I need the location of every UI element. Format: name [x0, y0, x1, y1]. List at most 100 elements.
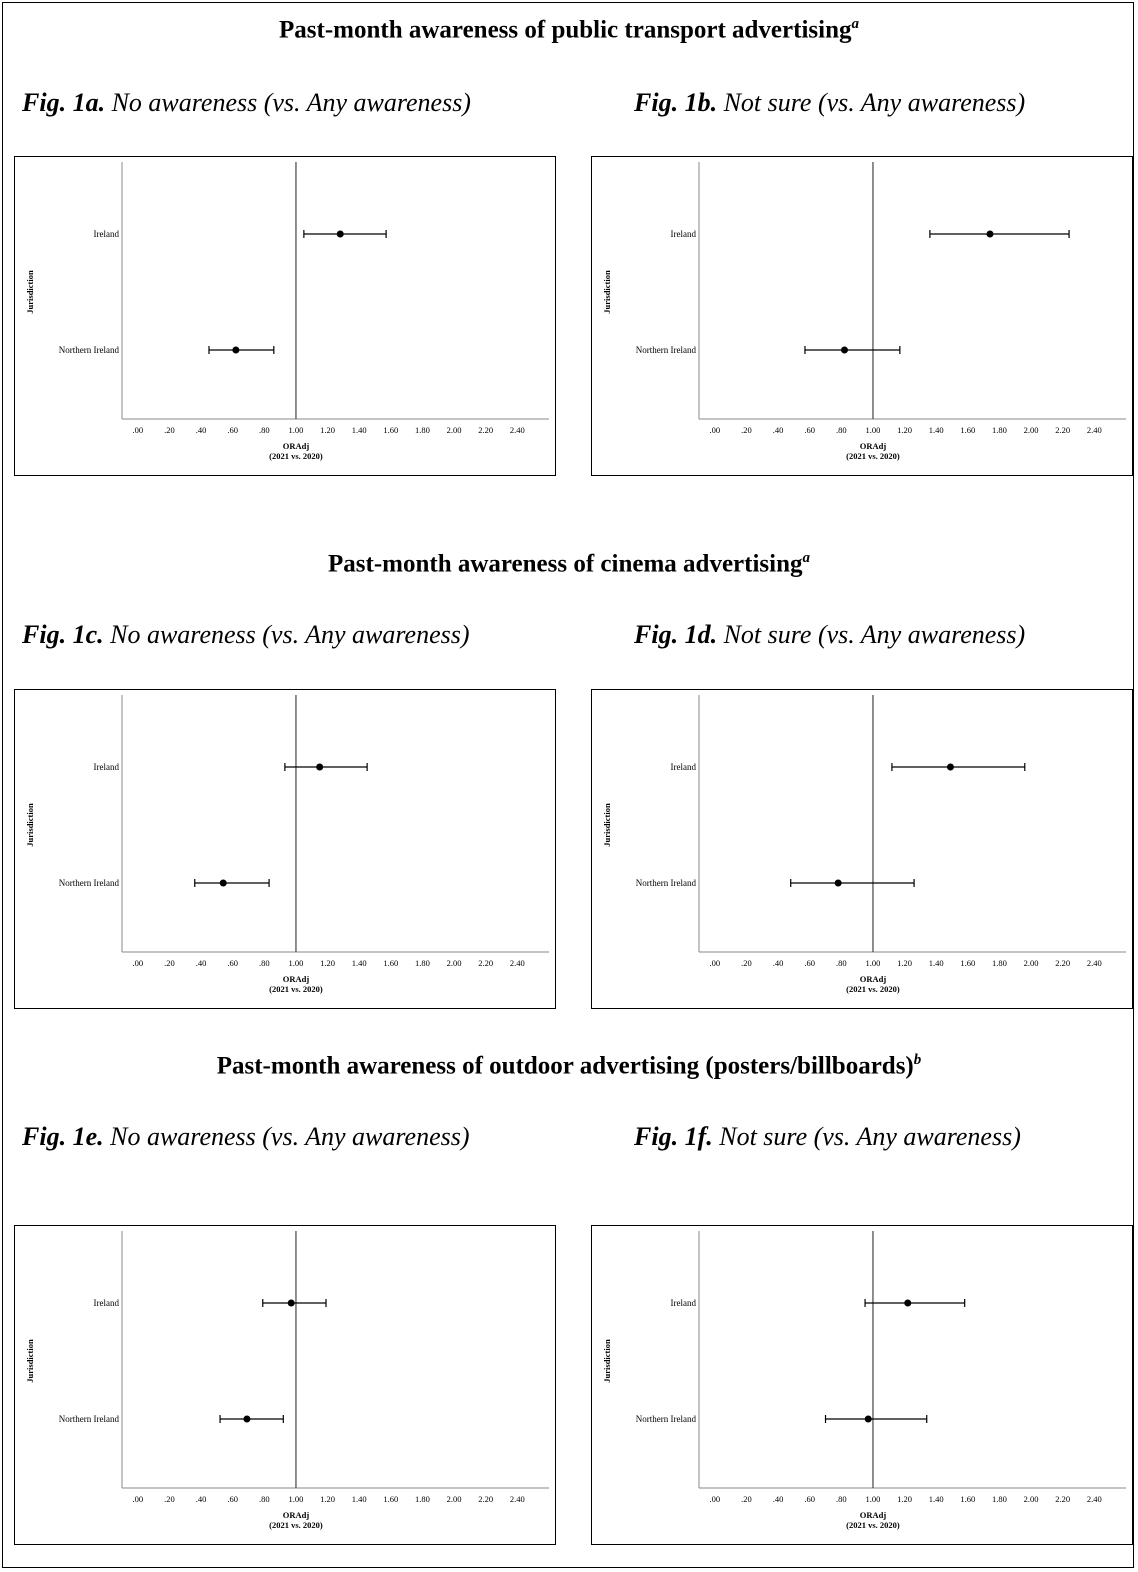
y-axis-title: Jurisdiction: [25, 270, 35, 314]
x-tick-label: .40: [773, 425, 784, 435]
category-label: Ireland: [94, 762, 120, 772]
x-tick-label: 1.60: [383, 958, 398, 968]
fig-1d-title: Fig. 1d. Not sure (vs. Any awareness): [634, 620, 1026, 649]
x-tick-label: 1.40: [929, 1494, 944, 1504]
x-tick-label: 2.20: [478, 1494, 493, 1504]
fig-1a-title: Fig. 1a. No awareness (vs. Any awareness…: [22, 88, 471, 117]
x-tick-label: .80: [836, 958, 847, 968]
category-label: Ireland: [671, 229, 697, 239]
x-tick-label: .00: [710, 1494, 721, 1504]
fig-1b-title: Fig. 1b. Not sure (vs. Any awareness): [634, 88, 1026, 117]
x-tick-label: 1.60: [960, 958, 975, 968]
category-label: Northern Ireland: [59, 345, 120, 355]
error-bar-ireland: [262, 1299, 327, 1307]
x-tick-label: .60: [227, 1494, 238, 1504]
x-axis-title: ORAdj: [860, 441, 887, 451]
category-label: Northern Ireland: [59, 878, 120, 888]
point-estimate: [946, 763, 954, 771]
x-tick-label: .00: [710, 958, 721, 968]
x-tick-label: 1.20: [320, 1494, 335, 1504]
point-estimate: [336, 230, 344, 238]
x-tick-label: .40: [196, 1494, 207, 1504]
x-tick-label: 1.40: [929, 958, 944, 968]
point-estimate: [243, 1415, 251, 1423]
x-tick-label: 1.80: [992, 425, 1007, 435]
x-tick-label: 2.00: [1024, 425, 1039, 435]
error-bar-ireland: [303, 230, 387, 238]
x-tick-label: 1.80: [415, 1494, 430, 1504]
chart-panel-1f: .00 .20 .40 .60 .80 1.00 1.20 1.40 1.60 1.80 2.00 2…: [591, 1225, 1133, 1545]
category-label: Northern Ireland: [59, 1414, 120, 1424]
error-bar-northern-ireland: [804, 346, 901, 354]
x-tick-label: .80: [259, 425, 270, 435]
x-axis-subtitle: (2021 vs. 2020): [846, 1520, 900, 1530]
x-tick-label: 1.80: [992, 1494, 1007, 1504]
x-tick-label: 1.60: [383, 425, 398, 435]
category-label: Ireland: [671, 762, 697, 772]
x-tick-label: .20: [164, 425, 175, 435]
y-axis-title: Jurisdiction: [602, 1339, 612, 1383]
forest-plot-1f: .00 .20 .40 .60 .80 1.00 1.20 1.40 1.60 1.80 2.00 2…: [602, 1231, 1126, 1530]
error-bar-ireland: [864, 1299, 966, 1307]
x-tick-label: .20: [741, 425, 752, 435]
x-tick-label: 1.20: [897, 958, 912, 968]
x-tick-label: 1.80: [415, 958, 430, 968]
x-axis-subtitle: (2021 vs. 2020): [269, 984, 323, 994]
x-axis-subtitle: (2021 vs. 2020): [846, 984, 900, 994]
section-title-cinema: Past-month awareness of cinema advertisi…: [328, 550, 810, 578]
x-tick-label: 2.20: [478, 958, 493, 968]
x-tick-label: 1.60: [960, 425, 975, 435]
x-tick-label: .20: [164, 958, 175, 968]
x-tick-label: .00: [133, 425, 144, 435]
point-estimate: [287, 1299, 295, 1307]
x-tick-label: 1.60: [383, 1494, 398, 1504]
x-tick-label: 1.80: [415, 425, 430, 435]
error-bar-ireland: [929, 230, 1070, 238]
x-tick-label: 1.80: [992, 958, 1007, 968]
x-axis-title: ORAdj: [283, 1510, 310, 1520]
category-label: Northern Ireland: [636, 345, 697, 355]
x-tick-label: 1.00: [289, 425, 304, 435]
x-tick-label: 1.00: [866, 1494, 881, 1504]
chart-panel-1b: .00 .20 .40 .60 .80 1.00 1.20 1.40 1.60 1.80 2.00 2…: [591, 156, 1133, 476]
fig-1f-title: Fig. 1f. Not sure (vs. Any awareness): [634, 1122, 1021, 1151]
x-tick-label: .40: [196, 958, 207, 968]
y-axis-title: Jurisdiction: [602, 803, 612, 847]
x-tick-label: .20: [741, 1494, 752, 1504]
x-axis-subtitle: (2021 vs. 2020): [269, 451, 323, 461]
y-axis-title: Jurisdiction: [25, 803, 35, 847]
point-estimate: [232, 346, 240, 354]
forest-plot-1c: .00 .20 .40 .60 .80 1.00 1.20 1.40 1.60 1.80 2.00 2…: [25, 695, 549, 994]
forest-plot-1d: .00 .20 .40 .60 .80 1.00 1.20 1.40 1.60 1.80 2.00 2…: [602, 695, 1126, 994]
x-tick-label: .00: [710, 425, 721, 435]
x-tick-label: .60: [804, 1494, 815, 1504]
x-tick-label: .80: [836, 425, 847, 435]
point-estimate: [316, 763, 324, 771]
x-tick-label: 2.40: [1087, 1494, 1102, 1504]
x-axis-subtitle: (2021 vs. 2020): [269, 1520, 323, 1530]
x-tick-label: 1.60: [960, 1494, 975, 1504]
error-bar-northern-ireland: [219, 1415, 284, 1423]
x-tick-label: .60: [227, 425, 238, 435]
x-tick-label: .40: [773, 1494, 784, 1504]
error-bar-ireland: [891, 763, 1026, 771]
category-label: Ireland: [94, 229, 120, 239]
x-tick-label: .20: [164, 1494, 175, 1504]
x-axis-title: ORAdj: [860, 974, 887, 984]
x-tick-label: .80: [259, 1494, 270, 1504]
x-tick-label: .20: [741, 958, 752, 968]
x-tick-label: 2.40: [510, 425, 525, 435]
x-tick-label: 1.20: [897, 425, 912, 435]
forest-plot-1b: .00 .20 .40 .60 .80 1.00 1.20 1.40 1.60 1.80 2.00 2…: [602, 162, 1126, 461]
x-tick-label: .80: [836, 1494, 847, 1504]
x-tick-label: 2.00: [447, 1494, 462, 1504]
x-tick-label: 2.20: [478, 425, 493, 435]
chart-panel-1a: .00 .20 .40 .60 .80 1.00 1.20 1.40 1.60 1.80 2.00 2…: [14, 156, 556, 476]
x-tick-label: .00: [133, 1494, 144, 1504]
point-estimate: [864, 1415, 872, 1423]
x-axis-title: ORAdj: [860, 1510, 887, 1520]
x-tick-label: 2.00: [447, 425, 462, 435]
point-estimate: [986, 230, 994, 238]
error-bar-northern-ireland: [790, 879, 915, 887]
x-tick-label: 2.20: [1055, 1494, 1070, 1504]
